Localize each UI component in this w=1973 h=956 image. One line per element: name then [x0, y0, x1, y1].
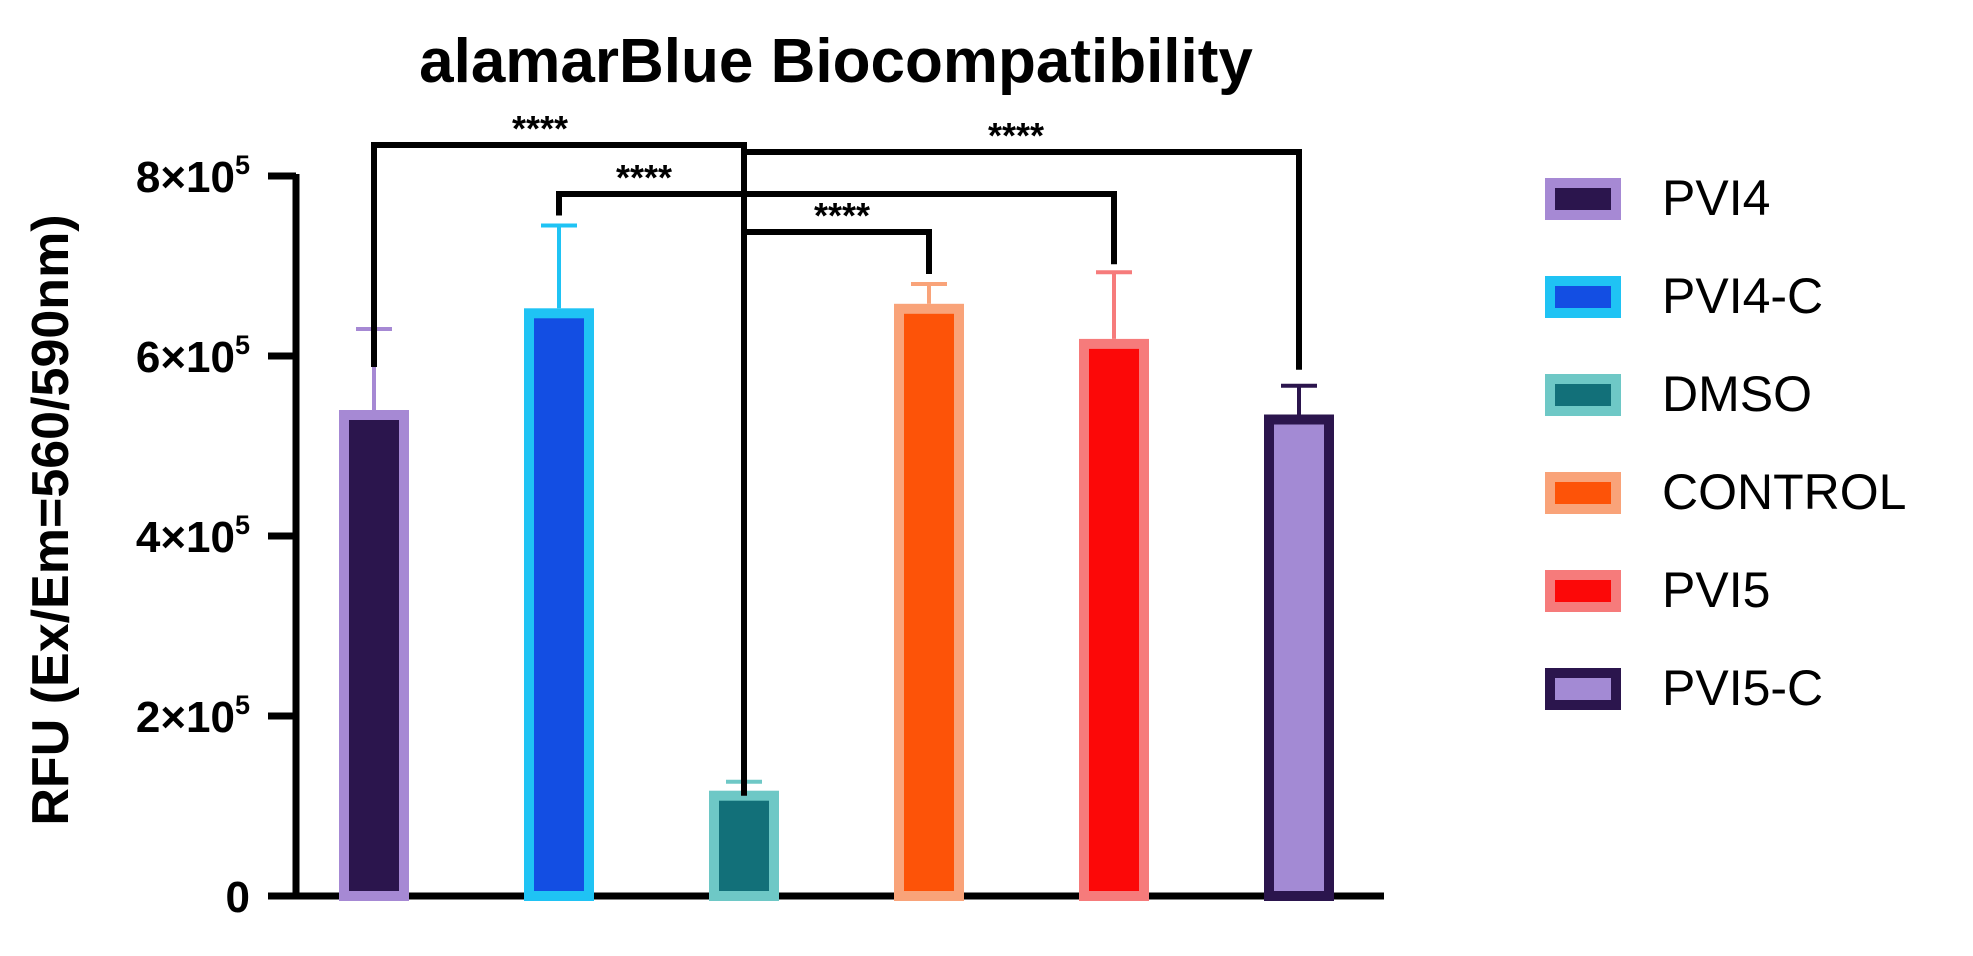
legend-swatch [1545, 570, 1621, 612]
legend-swatch [1545, 374, 1621, 416]
bar-group [1264, 383, 1334, 901]
legend-label: CONTROL [1662, 464, 1906, 520]
legend-item: DMSO [1545, 366, 1812, 422]
bar-group [709, 779, 779, 902]
legend-item: CONTROL [1545, 464, 1906, 520]
legend-item: PVI4 [1545, 170, 1770, 226]
significance-label: **** [814, 195, 870, 236]
y-tick-label: 6×105 [136, 330, 250, 382]
y-tick-base: 8×10 [136, 153, 235, 202]
y-tick-exponent: 5 [235, 690, 250, 720]
bar [339, 410, 409, 901]
legend-label: PVI4 [1662, 170, 1770, 226]
bar-group [524, 223, 594, 901]
y-axis-label: RFU (Ex/Em=560/590nm) [22, 214, 80, 825]
bar-group [1079, 270, 1149, 901]
y-tick-label: 2×105 [136, 690, 250, 742]
legend: PVI4 PVI4-C DMSO CONTROL PVI5 PVI5-C [1545, 170, 1906, 716]
legend-label: DMSO [1662, 366, 1812, 422]
bar [709, 790, 779, 902]
bar [1264, 414, 1334, 901]
legend-swatch [1545, 472, 1621, 514]
significance-bracket: **** [371, 108, 747, 796]
legend-label: PVI5-C [1662, 660, 1823, 716]
bar-group [894, 282, 964, 901]
legend-item: PVI4-C [1545, 268, 1823, 324]
y-tick-exponent: 5 [235, 150, 250, 180]
legend-item: PVI5 [1545, 562, 1770, 618]
legend-swatch [1545, 668, 1621, 710]
y-tick-base: 2×10 [136, 693, 235, 742]
bar [524, 308, 594, 901]
significance-bracket: **** [556, 157, 1117, 265]
legend-label: PVI5 [1662, 562, 1770, 618]
significance-label: **** [512, 108, 568, 149]
y-tick-base: 4×10 [136, 513, 235, 562]
significance-label: **** [988, 115, 1044, 156]
y-tick-base: 0 [226, 873, 250, 922]
significance-bracket: **** [741, 115, 1302, 372]
chart-title: alamarBlue Biocompatibility [419, 27, 1253, 96]
bracket-line [741, 149, 1302, 372]
significance-brackets: **** **** **** **** [371, 108, 1302, 796]
y-tick-base: 6×10 [136, 333, 235, 382]
bracket-line [556, 191, 1117, 265]
legend-label: PVI4-C [1662, 268, 1823, 324]
significance-label: **** [616, 157, 672, 198]
bars [339, 223, 1334, 902]
y-tick-label: 4×105 [136, 510, 250, 562]
y-tick-exponent: 5 [235, 330, 250, 360]
y-tick-label: 0 [226, 873, 250, 922]
bar [894, 303, 964, 901]
bracket-line [371, 142, 747, 796]
legend-item: PVI5-C [1545, 660, 1823, 716]
y-tick-exponent: 5 [235, 510, 250, 540]
bar-group [339, 327, 409, 901]
bar [1079, 338, 1149, 901]
legend-swatch [1545, 178, 1621, 220]
legend-swatch [1545, 276, 1621, 318]
y-tick-label: 8×105 [136, 150, 250, 202]
